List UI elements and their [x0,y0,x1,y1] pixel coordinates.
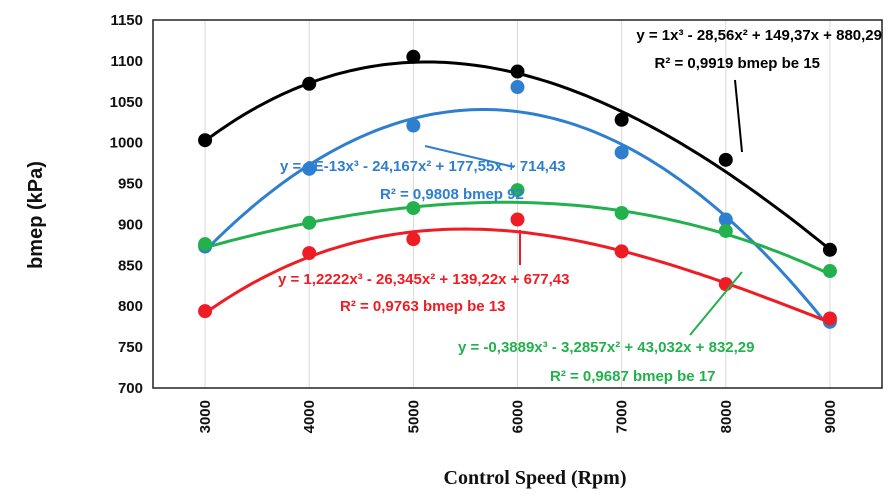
data-point-be17 [718,223,733,238]
plot-area [152,19,883,389]
data-point-be17 [198,237,213,252]
y-tick-label: 1150 [110,12,143,29]
y-tick-label: 1100 [110,53,143,70]
data-point-be92 [718,212,733,227]
data-point-be13 [302,246,317,261]
data-point-be15 [198,133,213,148]
data-point-be17 [406,201,421,216]
data-point-be13 [614,244,629,259]
y-tick-label: 750 [118,339,143,356]
data-point-be13 [406,232,421,247]
x-tick-label: 7000 [614,400,631,433]
x-tick-label: 8000 [718,400,735,433]
r2-label-be17: R² = 0,9687 bmep be 17 [550,368,716,385]
data-point-be15 [822,242,837,257]
data-point-be92 [406,118,421,133]
y-tick-label: 1050 [110,94,143,111]
data-point-be17 [614,205,629,220]
data-points [198,49,837,329]
equation-annotations: y = 1x³ - 28,56x² + 149,37x + 880,29 R² =… [278,27,882,385]
x-tick-label: 6000 [510,400,527,433]
data-point-be17 [822,264,837,279]
data-point-be92 [510,80,525,95]
y-tick-label: 900 [118,216,143,233]
y-tick-label: 850 [118,257,143,274]
y-tick-label: 1000 [110,135,143,152]
x-tick-label: 9000 [822,400,839,433]
data-point-be15 [302,76,317,91]
y-tick-label: 800 [118,298,143,315]
data-point-be13 [510,212,525,227]
data-point-be92 [614,145,629,160]
annotation-leader-be15 [734,79,743,153]
equation-label-be17: y = -0,3889x³ - 3,2857x² + 43,032x + 832… [458,339,754,356]
x-tick-label: 3000 [197,400,214,433]
r2-label-be15: R² = 0,9919 bmep be 15 [655,55,821,72]
equation-label-be92: y = 9E-13x³ - 24,167x² + 177,55x + 714,4… [280,158,566,175]
data-point-be92 [302,161,317,176]
equation-label-be15: y = 1x³ - 28,56x² + 149,37x + 880,29 [636,27,882,44]
x-axis-title: Control Speed (Rpm) [444,467,627,489]
r2-label-be13: R² = 0,9763 bmep be 13 [340,298,506,315]
data-point-be15 [510,64,525,79]
annotation-leader-be92 [424,145,515,168]
y-tick-label: 950 [118,176,143,193]
data-point-be17 [510,183,525,198]
y-axis-title: bmep (kPa) [25,161,47,269]
x-axis-ticks: 3000 4000 5000 6000 7000 8000 9000 [197,400,839,433]
data-point-be15 [614,112,629,127]
r2-label-be92: R² = 0,9808 bmep 92 [380,186,524,203]
x-tick-label: 5000 [405,400,422,433]
y-axis-ticks: 700 750 800 850 900 950 1000 1050 1100 1150 [110,12,143,397]
equation-label-be13: y = 1,2222x³ - 26,345x² + 139,22x + 677,… [278,271,570,288]
data-point-be15 [406,49,421,64]
data-point-be13 [198,304,213,319]
annotation-leader-be17 [689,271,743,336]
data-point-be17 [302,215,317,230]
data-point-be13 [822,311,837,326]
y-tick-label: 700 [118,380,143,397]
x-tick-label: 4000 [301,400,318,433]
data-point-be15 [718,152,733,167]
